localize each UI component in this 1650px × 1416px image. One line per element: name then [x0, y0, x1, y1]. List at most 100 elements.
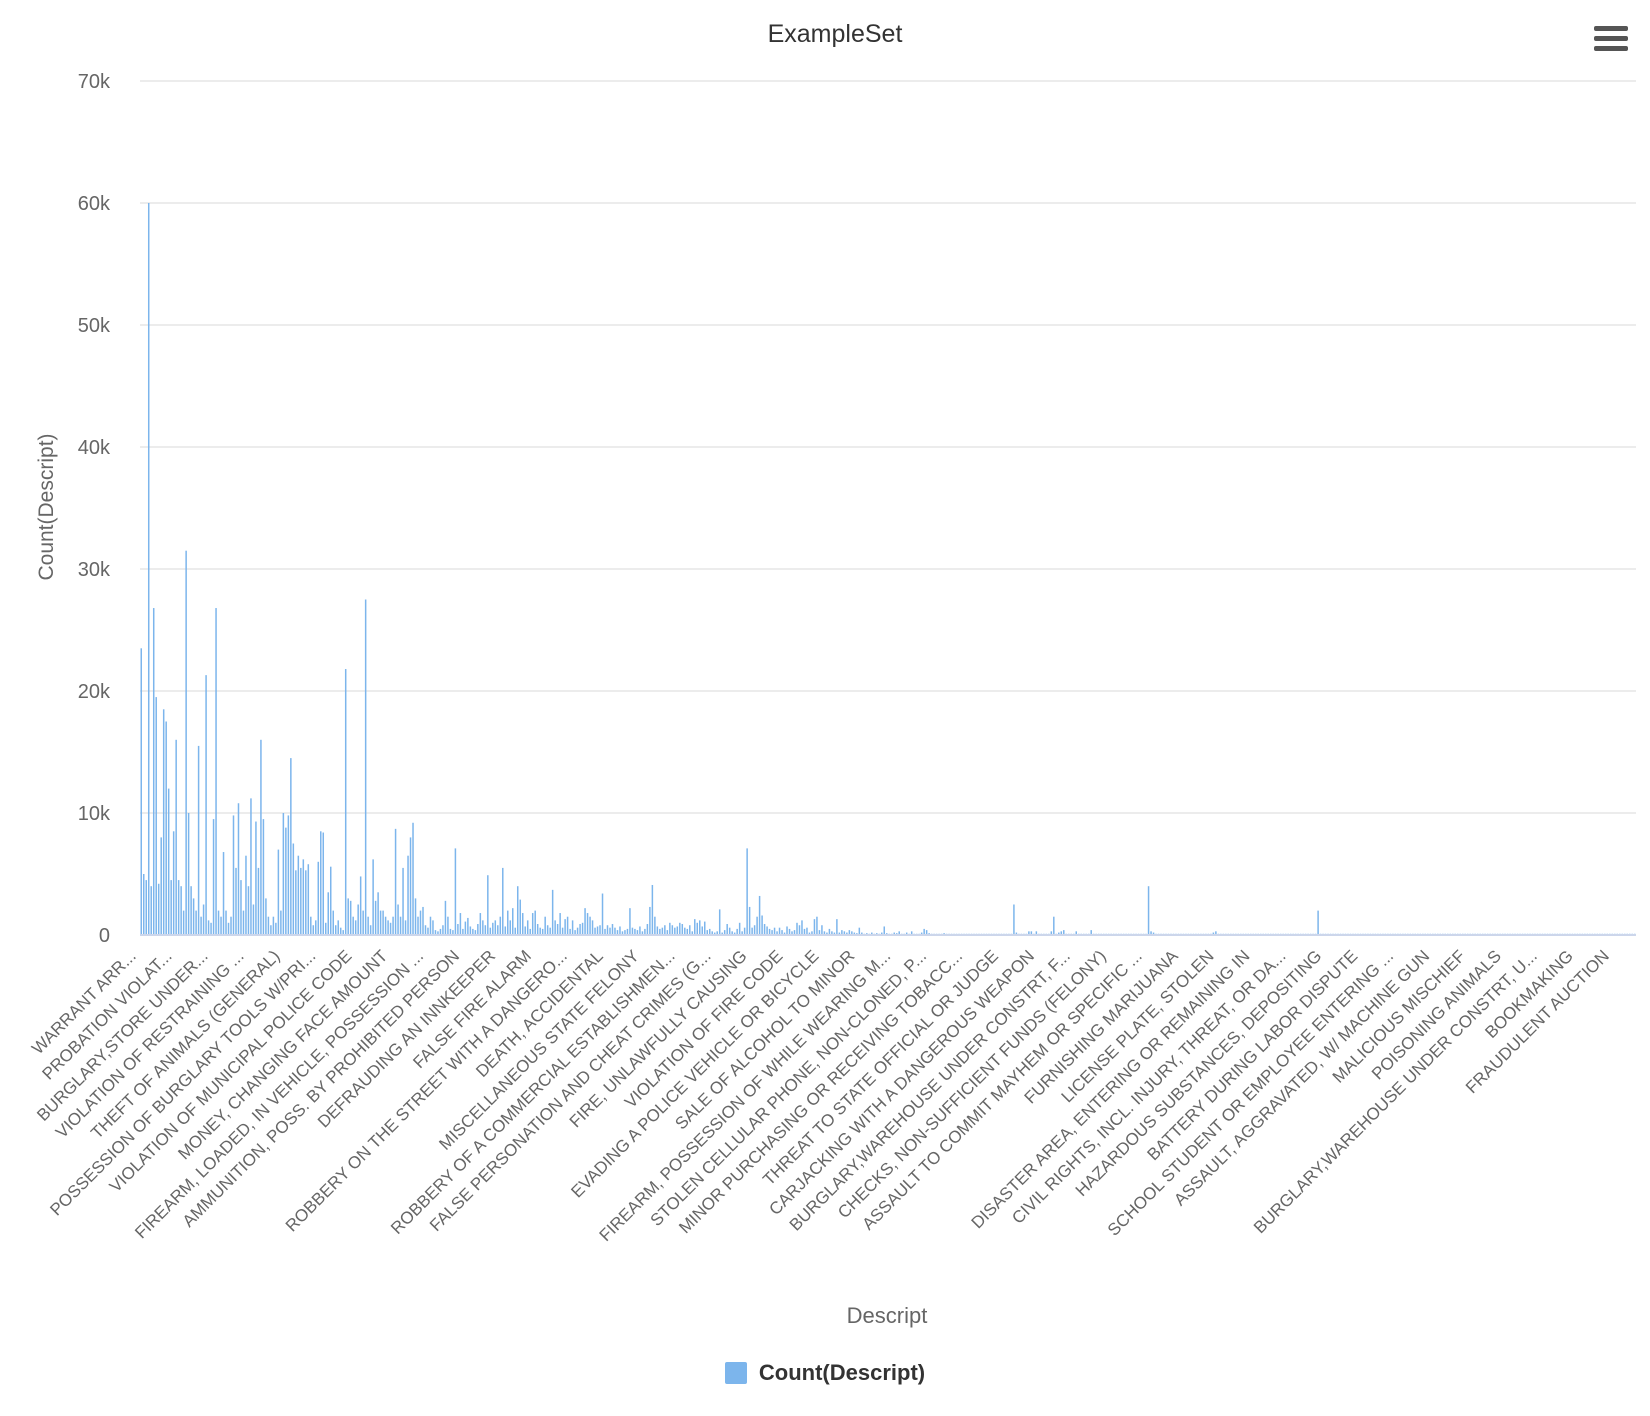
bar[interactable] [1152, 932, 1155, 935]
bar[interactable] [624, 930, 626, 935]
bar[interactable] [167, 788, 170, 935]
bar[interactable] [232, 815, 235, 935]
bar[interactable] [474, 930, 477, 935]
bar[interactable] [853, 932, 856, 935]
bar[interactable] [472, 928, 474, 935]
bar[interactable] [519, 899, 521, 935]
bar[interactable] [404, 920, 407, 935]
bar[interactable] [846, 932, 848, 935]
bar[interactable] [803, 928, 806, 935]
bar[interactable] [656, 926, 659, 935]
bar[interactable] [1035, 931, 1038, 935]
bar[interactable] [354, 920, 357, 935]
bar[interactable] [723, 930, 726, 935]
bar[interactable] [521, 913, 524, 935]
bar[interactable] [669, 922, 671, 935]
bar[interactable] [160, 837, 162, 935]
bar[interactable] [310, 916, 312, 935]
bar[interactable] [317, 861, 320, 935]
bar[interactable] [556, 924, 559, 935]
hamburger-menu-icon[interactable] [1594, 26, 1628, 56]
bar[interactable] [1150, 931, 1152, 935]
bar[interactable] [300, 867, 302, 935]
bar[interactable] [217, 910, 220, 935]
bar[interactable] [497, 925, 499, 935]
bar[interactable] [604, 928, 606, 935]
bar[interactable] [1060, 931, 1063, 935]
bar[interactable] [414, 898, 417, 935]
bar[interactable] [334, 925, 337, 935]
bar[interactable] [920, 932, 923, 935]
bar[interactable] [763, 924, 766, 935]
bar[interactable] [150, 886, 152, 935]
bar[interactable] [437, 931, 439, 935]
bar[interactable] [811, 931, 813, 935]
bar[interactable] [290, 758, 292, 935]
bar[interactable] [492, 922, 494, 935]
bar[interactable] [766, 926, 768, 935]
bar[interactable] [541, 928, 544, 935]
bar[interactable] [487, 875, 489, 935]
bar[interactable] [372, 859, 374, 935]
bar[interactable] [818, 930, 821, 935]
bar[interactable] [781, 930, 783, 935]
bar[interactable] [142, 874, 145, 935]
bar[interactable] [377, 892, 379, 935]
bar[interactable] [407, 855, 409, 935]
bar[interactable] [432, 920, 434, 935]
bar[interactable] [459, 913, 462, 935]
bar[interactable] [536, 924, 539, 935]
bar[interactable] [546, 925, 549, 935]
bar[interactable] [242, 910, 245, 935]
bar[interactable] [646, 924, 649, 935]
bar[interactable] [828, 928, 831, 935]
bar[interactable] [681, 924, 684, 935]
bar[interactable] [409, 837, 412, 935]
bar[interactable] [706, 930, 708, 935]
bar[interactable] [596, 926, 599, 935]
bar[interactable] [736, 928, 738, 935]
bar[interactable] [454, 848, 457, 935]
bar[interactable] [237, 803, 240, 935]
bar[interactable] [427, 927, 429, 935]
bar[interactable] [761, 915, 763, 935]
bar[interactable] [507, 910, 509, 935]
bar[interactable] [753, 925, 756, 935]
bar[interactable] [601, 893, 604, 935]
bar[interactable] [287, 815, 290, 935]
bar[interactable] [1050, 931, 1053, 935]
bar[interactable] [516, 886, 519, 935]
bar[interactable] [469, 926, 472, 935]
bar[interactable] [270, 925, 272, 935]
bar[interactable] [793, 930, 796, 935]
bar[interactable] [871, 932, 873, 935]
bar[interactable] [649, 906, 651, 935]
bar[interactable] [631, 927, 634, 935]
bar[interactable] [524, 926, 526, 935]
bar[interactable] [202, 904, 205, 936]
bar[interactable] [733, 932, 736, 935]
bar[interactable] [382, 910, 384, 935]
bar[interactable] [796, 922, 798, 935]
bar[interactable] [392, 916, 394, 935]
bar[interactable] [207, 920, 210, 935]
bar[interactable] [512, 908, 514, 935]
bar[interactable] [225, 910, 227, 935]
bar[interactable] [359, 876, 362, 935]
bar[interactable] [768, 928, 771, 935]
bar[interactable] [155, 697, 157, 935]
bar[interactable] [838, 932, 841, 935]
bar[interactable] [349, 900, 352, 935]
bar[interactable] [462, 928, 464, 935]
bar[interactable] [322, 832, 325, 935]
bar[interactable] [1317, 910, 1319, 935]
bar[interactable] [671, 925, 674, 935]
bar[interactable] [905, 932, 908, 935]
bar[interactable] [152, 608, 155, 935]
bar[interactable] [644, 928, 646, 935]
bar[interactable] [771, 930, 773, 935]
bar[interactable] [629, 908, 631, 935]
bar[interactable] [140, 648, 143, 935]
bar[interactable] [746, 848, 748, 935]
bar[interactable] [773, 927, 776, 935]
